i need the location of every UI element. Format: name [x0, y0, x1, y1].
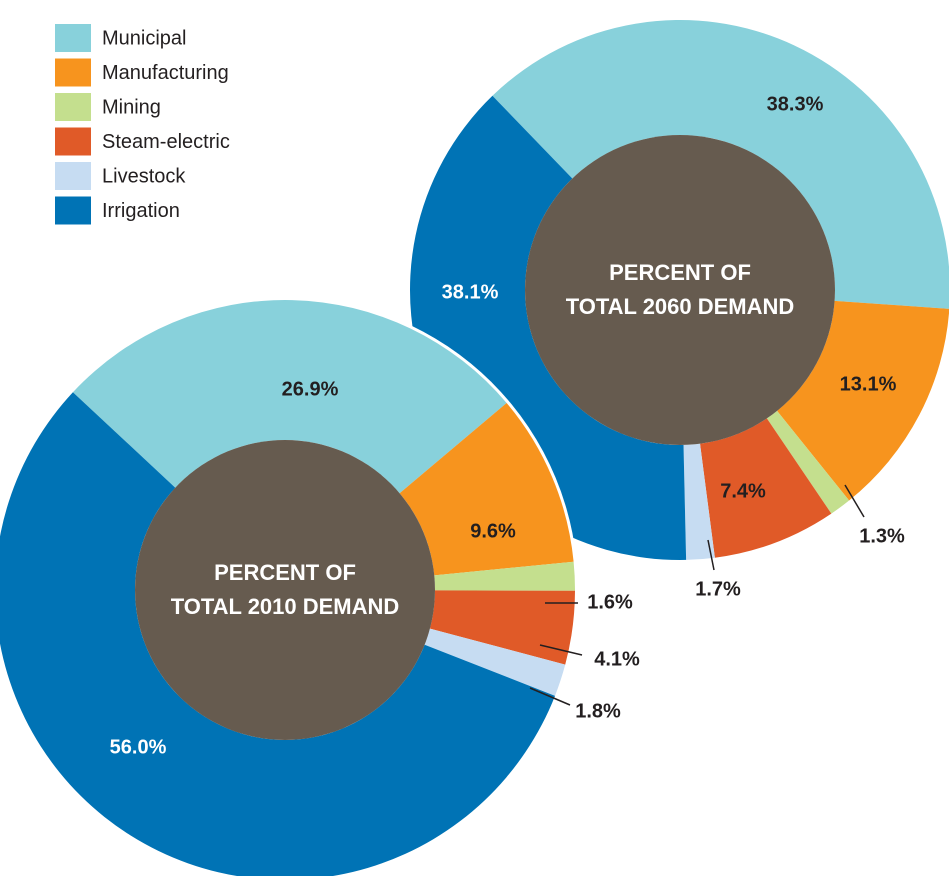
- legend-label: Municipal: [102, 27, 186, 49]
- donut-hole: [135, 440, 435, 740]
- value-label: 4.1%: [594, 648, 640, 670]
- legend-label: Mining: [102, 96, 161, 118]
- legend-swatch: [55, 127, 91, 156]
- donut-segment: [429, 590, 575, 665]
- legend-swatch: [55, 24, 91, 52]
- value-label: 1.6%: [587, 591, 633, 613]
- legend-label: Irrigation: [102, 200, 180, 222]
- leader-line: [529, 687, 571, 706]
- leader-line: [539, 644, 583, 656]
- donut-segment: [777, 300, 949, 501]
- donut-title: PERCENT OF TOTAL 2010 DEMAND: [170, 560, 400, 619]
- legend-swatch: [55, 162, 91, 190]
- value-label: 1.7%: [695, 578, 741, 600]
- value-label: 26.9%: [282, 378, 339, 400]
- legend-label: Manufacturing: [102, 62, 229, 84]
- legend-label: Livestock: [102, 165, 186, 187]
- value-label: 9.6%: [470, 520, 516, 542]
- legend-swatch: [55, 93, 91, 121]
- legend-label: Steam-electric: [102, 131, 230, 153]
- value-label: 38.3%: [767, 93, 824, 115]
- value-label: 13.1%: [840, 373, 897, 395]
- legend-swatch: [55, 196, 91, 225]
- donut-segment: [683, 443, 715, 560]
- donut-segment: [766, 410, 850, 514]
- value-label: 56.0%: [110, 736, 167, 758]
- legend-swatch: [55, 58, 91, 87]
- value-label: 7.4%: [720, 480, 766, 502]
- donut-segment: [424, 628, 566, 696]
- donut-title: PERCENT OF TOTAL 2060 DEMAND: [565, 260, 795, 319]
- donut-hole: [525, 135, 835, 445]
- donut-segment: [492, 20, 949, 309]
- donut-segment: [434, 561, 575, 591]
- donut-segment: [72, 300, 507, 494]
- leader-line: [844, 484, 865, 518]
- value-label: 38.1%: [442, 281, 499, 303]
- value-label: 1.8%: [575, 700, 621, 722]
- donut-segment: [700, 418, 832, 558]
- donut-segment: [399, 402, 574, 576]
- leader-line: [707, 539, 715, 571]
- donut-segment: [0, 392, 556, 876]
- value-label: 1.3%: [859, 525, 905, 547]
